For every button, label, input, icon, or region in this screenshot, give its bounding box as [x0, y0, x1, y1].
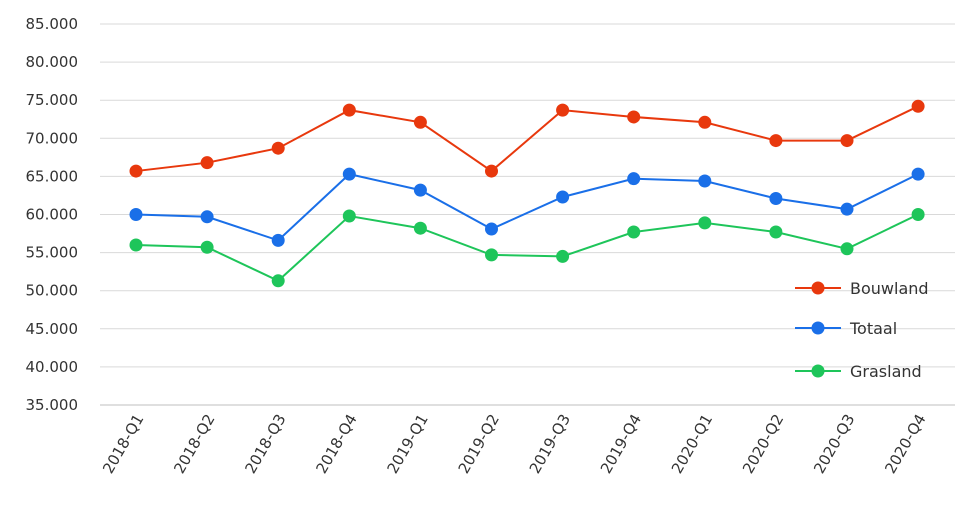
data-point — [627, 172, 641, 186]
y-tick-label: 60.000 — [26, 206, 79, 224]
data-point — [911, 167, 925, 181]
data-point — [129, 164, 143, 178]
data-point — [556, 103, 570, 117]
x-tick-label: 2018-Q4 — [312, 411, 360, 477]
series-bouwland — [129, 99, 925, 178]
y-tick-label: 35.000 — [26, 396, 79, 414]
data-point — [413, 221, 427, 235]
series-totaal — [129, 167, 925, 247]
data-point — [911, 208, 925, 221]
data-point — [271, 274, 285, 288]
data-point — [200, 156, 214, 170]
data-point — [200, 240, 214, 254]
x-tick-label: 2018-Q1 — [99, 411, 147, 477]
legend-label: Grasland — [850, 362, 922, 381]
data-point — [556, 190, 570, 204]
data-point — [840, 242, 854, 256]
x-tick-label: 2020-Q1 — [668, 411, 716, 477]
x-tick-label: 2020-Q4 — [881, 411, 929, 477]
legend-marker — [811, 321, 825, 335]
y-tick-label: 55.000 — [26, 244, 79, 262]
legend-entry-totaal: Totaal — [795, 319, 897, 338]
series-line — [135, 213, 919, 282]
data-point — [485, 248, 498, 262]
data-point — [698, 216, 712, 230]
data-point — [627, 110, 641, 124]
data-point — [129, 238, 143, 252]
data-point — [342, 103, 356, 117]
x-tick-label: 2019-Q1 — [384, 411, 432, 477]
x-tick-label: 2018-Q3 — [241, 411, 289, 477]
data-point — [129, 208, 143, 221]
x-tick-label: 2019-Q4 — [597, 411, 645, 477]
data-point — [342, 209, 356, 223]
legend-marker — [811, 281, 825, 295]
data-point — [627, 225, 641, 239]
x-tick-label: 2020-Q3 — [810, 411, 858, 477]
data-point — [413, 115, 427, 129]
data-point — [769, 134, 783, 148]
x-axis-ticks: 2018-Q1 2018-Q2 2018-Q3 2018-Q4 2019-Q1 2019-… — [99, 411, 929, 477]
y-tick-label: 75.000 — [26, 91, 79, 109]
y-tick-label: 70.000 — [26, 129, 79, 147]
y-tick-label: 45.000 — [26, 320, 79, 338]
x-tick-label: 2020-Q2 — [739, 411, 787, 477]
series-grasland — [129, 208, 925, 288]
data-point — [485, 164, 498, 178]
series-lines — [129, 99, 925, 288]
legend-entry-grasland: Grasland — [795, 362, 922, 381]
data-point — [698, 174, 712, 188]
y-tick-label: 50.000 — [26, 282, 79, 300]
y-tick-label: 80.000 — [26, 53, 79, 71]
legend-label: Bouwland — [850, 279, 929, 298]
data-point — [342, 167, 356, 181]
data-point — [769, 225, 783, 239]
y-tick-label: 40.000 — [26, 358, 79, 376]
legend-label: Totaal — [849, 319, 897, 338]
data-point — [769, 191, 783, 205]
legend-entry-bouwland: Bouwland — [795, 279, 929, 298]
y-tick-label: 85.000 — [26, 15, 79, 33]
series-line — [135, 173, 919, 242]
data-point — [698, 115, 712, 129]
data-point — [840, 134, 854, 148]
data-point — [200, 210, 214, 224]
x-tick-label: 2019-Q3 — [526, 411, 574, 477]
x-tick-label: 2019-Q2 — [455, 411, 503, 477]
data-point — [556, 249, 570, 263]
data-point — [271, 233, 285, 247]
data-point — [271, 141, 285, 155]
y-axis-ticks: 35.000 40.000 45.000 50.000 55.000 60.000 65.0… — [26, 15, 79, 414]
legend: Bouwland Totaal Grasland — [795, 279, 929, 381]
y-tick-label: 65.000 — [26, 167, 79, 185]
legend-marker — [811, 364, 825, 378]
series-line — [135, 105, 919, 173]
data-point — [413, 183, 427, 197]
data-point — [911, 99, 925, 113]
x-tick-label: 2018-Q2 — [170, 411, 218, 477]
data-point — [485, 222, 498, 236]
gridlines — [100, 23, 955, 406]
data-point — [840, 202, 854, 216]
